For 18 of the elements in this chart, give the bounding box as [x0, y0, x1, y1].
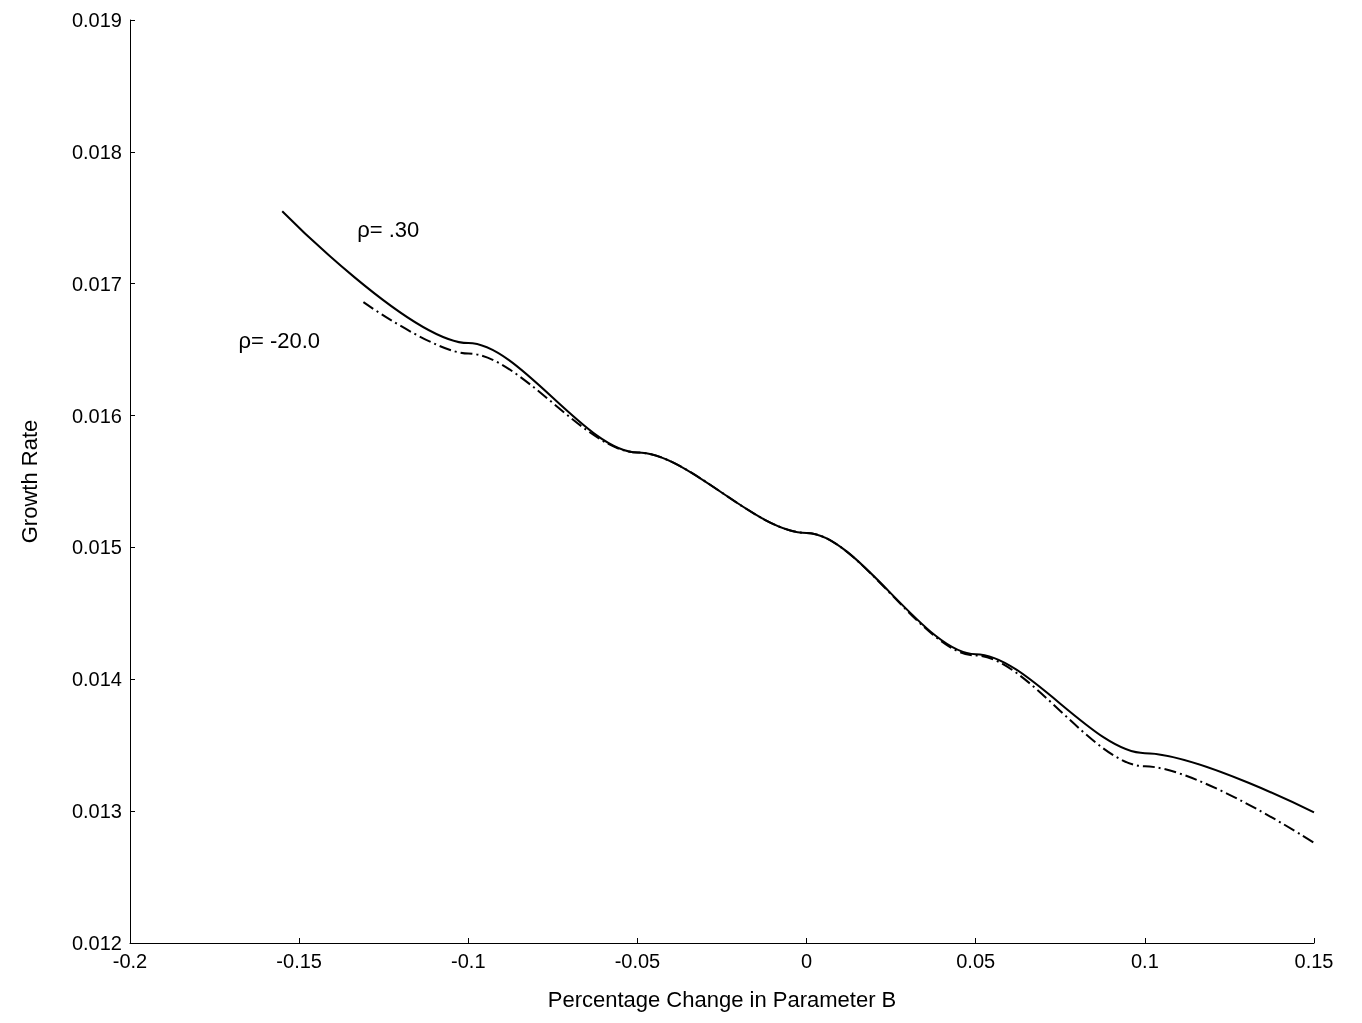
x-tick-label: 0	[801, 950, 813, 972]
x-tick-label: 0.15	[1294, 950, 1334, 972]
text: ρ= -20.0	[238, 327, 321, 353]
x-tick-label: -0.1	[451, 950, 486, 972]
x-tick-label: 0.1	[1130, 950, 1159, 972]
x-tick-label: -0.15	[276, 950, 322, 972]
y-axis-title: Growth Rate	[16, 419, 42, 544]
y-tick-label: 0.013	[71, 800, 122, 823]
x-axis-title: Percentage Change in Parameter B	[547, 986, 897, 1012]
y-tick-label: 0.016	[71, 404, 122, 427]
y-tick-label: 0.015	[71, 536, 122, 559]
y-tick-label: 0.019	[71, 9, 122, 31]
series-label: ρ= .30	[357, 216, 420, 242]
x-tick-label: -0.05	[614, 950, 661, 972]
y-tick-label: 0.014	[71, 668, 122, 691]
y-tick-label: 0.017	[71, 272, 122, 295]
y-tick-label: 0.018	[71, 140, 122, 163]
x-tick-label: 0.05	[956, 950, 996, 972]
